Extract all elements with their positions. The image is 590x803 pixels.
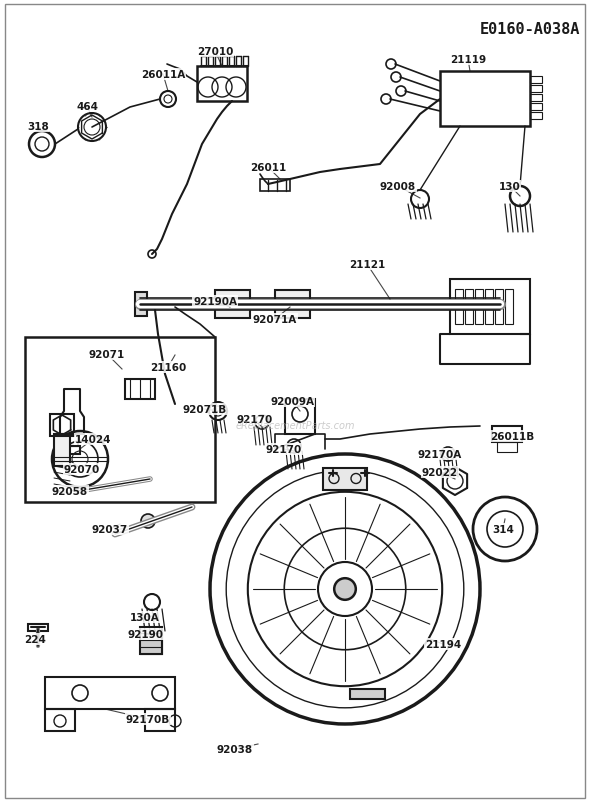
Text: E0160-A038A: E0160-A038A [480, 22, 580, 37]
Bar [125, 380, 155, 400]
Bar [285, 400, 315, 434]
Text: 21160: 21160 [150, 362, 186, 373]
Text: 92071: 92071 [89, 349, 125, 360]
Circle shape [141, 515, 155, 528]
Bar [140, 627, 162, 654]
Bar [492, 426, 522, 442]
Bar [497, 442, 517, 452]
Text: 92071A: 92071A [253, 315, 297, 324]
Bar [66, 434, 78, 446]
Circle shape [334, 578, 356, 600]
Bar [450, 279, 530, 335]
Bar [145, 709, 175, 731]
Bar [530, 95, 542, 102]
Text: 92058: 92058 [52, 487, 88, 496]
Bar [530, 104, 542, 111]
Text: 26011B: 26011B [490, 431, 534, 442]
Bar [45, 709, 75, 731]
Text: 318: 318 [27, 122, 49, 132]
Bar [64, 446, 80, 454]
Text: 92022: 92022 [422, 467, 458, 478]
Text: 21121: 21121 [349, 259, 385, 270]
Text: 92037: 92037 [92, 524, 128, 534]
Text: 92070: 92070 [64, 464, 100, 475]
Bar [475, 290, 483, 324]
Bar [465, 290, 473, 324]
Bar [275, 291, 310, 319]
Bar [54, 434, 70, 467]
Bar [505, 290, 513, 324]
Text: eReplacementParts.com: eReplacementParts.com [235, 421, 355, 430]
Text: 130: 130 [499, 181, 521, 192]
Bar [455, 290, 463, 324]
Text: 21194: 21194 [425, 639, 461, 649]
Bar [530, 86, 542, 93]
Text: 27010: 27010 [197, 47, 233, 57]
Bar [215, 291, 250, 319]
Bar [530, 113, 542, 120]
Text: 92071B: 92071B [183, 405, 227, 414]
Text: 92008: 92008 [380, 181, 416, 192]
Text: 92170: 92170 [237, 414, 273, 425]
Bar [350, 690, 385, 699]
Bar [50, 414, 74, 437]
Text: 92190: 92190 [127, 630, 163, 639]
Bar [323, 468, 367, 490]
Text: 92038: 92038 [217, 744, 253, 754]
Text: 92009A: 92009A [270, 397, 314, 406]
Bar [485, 290, 493, 324]
Text: 21119: 21119 [450, 55, 486, 65]
Bar [440, 72, 530, 127]
Text: 92170A: 92170A [418, 450, 462, 459]
Bar [135, 292, 147, 316]
Text: 314: 314 [492, 524, 514, 534]
Text: 92170: 92170 [266, 444, 302, 454]
Text: 26011: 26011 [250, 163, 286, 173]
Bar [28, 624, 48, 631]
Bar [495, 290, 503, 324]
Text: 14024: 14024 [75, 434, 112, 444]
Text: 224: 224 [24, 634, 46, 644]
Text: 464: 464 [76, 102, 98, 112]
Bar [260, 180, 290, 192]
Bar [197, 67, 247, 102]
Text: 92190A: 92190A [193, 296, 237, 307]
Bar [25, 337, 215, 503]
Text: 26011A: 26011A [141, 70, 185, 80]
Bar [530, 77, 542, 84]
Text: 92170B: 92170B [126, 714, 170, 724]
Text: 130A: 130A [130, 612, 160, 622]
Bar [45, 677, 175, 709]
